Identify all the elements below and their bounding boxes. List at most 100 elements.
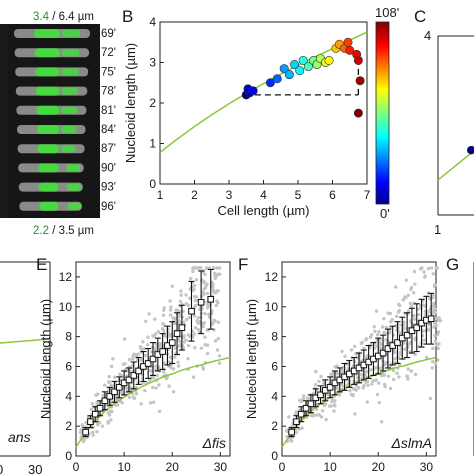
- scatter-point: [194, 295, 199, 299]
- scatter-point: [168, 299, 172, 303]
- bin-mean-marker: [188, 307, 195, 315]
- scatter-point: [420, 266, 424, 270]
- cell-montage: [14, 29, 90, 211]
- panel-b-letter: B: [122, 7, 133, 26]
- scatter-point: [153, 317, 157, 321]
- scatter-point: [432, 301, 436, 306]
- scatter-point: [297, 408, 302, 412]
- panel-e-plot: 0102030024681012Cell length (µm)Nucleoid…: [38, 261, 231, 474]
- scatter-point: [433, 283, 437, 287]
- scatter-point: [127, 357, 132, 362]
- panel-annotation: Δfis: [202, 435, 226, 451]
- scatter-point: [301, 397, 305, 401]
- scatter-point: [203, 311, 207, 316]
- y-tick-label: 2: [149, 96, 156, 110]
- x-tick-label: 4: [260, 188, 267, 202]
- scatter-point: [399, 353, 403, 357]
- scatter-point: [170, 284, 174, 288]
- y-tick-label: 10: [59, 300, 73, 314]
- scatter-point: [397, 302, 401, 307]
- scatter-point: [402, 320, 406, 325]
- data-point: [466, 145, 474, 155]
- panel-d-xtick: 0: [0, 462, 3, 474]
- scatter-point: [196, 316, 200, 320]
- bin-mean-marker: [111, 388, 118, 396]
- scatter-point: [379, 342, 383, 347]
- scatter-point: [412, 317, 417, 321]
- scatter-point: [211, 282, 215, 287]
- scatter-point: [382, 330, 386, 335]
- scatter-point: [195, 319, 199, 323]
- scatter-point: [141, 381, 145, 385]
- scatter-point: [182, 320, 186, 325]
- bin-mean-marker: [288, 428, 295, 436]
- scatter-point: [377, 381, 381, 385]
- scatter-point: [317, 379, 321, 384]
- scatter-point: [436, 332, 440, 337]
- time-label: 93': [101, 182, 116, 194]
- scatter-point: [374, 309, 379, 313]
- time-label: 84': [101, 124, 116, 136]
- scatter-point: [429, 266, 434, 270]
- bin-mean-marker: [135, 367, 142, 375]
- nucleoid-signal: [67, 202, 82, 210]
- scatter-point: [364, 380, 368, 385]
- panel-e-letter: E: [36, 255, 47, 274]
- fit-curve: [75, 356, 231, 448]
- scatter-point: [401, 298, 406, 302]
- nucleoid-signal: [37, 144, 59, 154]
- x-tick-label: 30: [420, 460, 434, 474]
- scatter-point: [366, 383, 370, 387]
- scatter-point: [168, 308, 173, 312]
- scatter-point: [433, 361, 438, 366]
- scatter-point: [409, 369, 414, 373]
- panel-d-fit-curve: [0, 338, 51, 344]
- scatter-point: [139, 358, 144, 362]
- data-point: [248, 86, 258, 96]
- scatter-point: [193, 298, 198, 303]
- scatter-point: [167, 360, 172, 364]
- scatter-point: [90, 430, 95, 435]
- scatter-point: [381, 372, 386, 377]
- scatter-point: [335, 386, 339, 391]
- y-tick-label: 4: [149, 15, 156, 29]
- scatter-point: [103, 383, 107, 387]
- scatter-point: [127, 395, 132, 399]
- scatter-point: [181, 335, 186, 340]
- bin-mean-marker: [197, 298, 205, 306]
- scatter-point: [199, 266, 203, 270]
- scatter-point: [186, 343, 191, 348]
- scatter-point: [132, 396, 137, 401]
- scatter-point: [299, 399, 303, 404]
- scatter-point: [95, 429, 99, 434]
- y-axis-label: Nucleoid length (µm): [244, 299, 259, 419]
- scatter-point: [388, 330, 392, 334]
- bin-mean-marker: [96, 404, 104, 412]
- scatter-point: [372, 324, 376, 329]
- scatter-point: [168, 355, 172, 360]
- scatter-point: [191, 375, 196, 379]
- scatter-point: [215, 289, 220, 293]
- scatter-point: [113, 375, 117, 379]
- scatter-point: [184, 293, 188, 297]
- scatter-point: [161, 313, 166, 317]
- scatter-point: [213, 274, 217, 278]
- scatter-point: [289, 439, 294, 443]
- scatter-point: [171, 367, 176, 371]
- scatter-point: [173, 355, 177, 359]
- scatter-point: [430, 359, 435, 364]
- scatter-point: [162, 329, 166, 333]
- scatter-point: [177, 315, 181, 319]
- scatter-point: [210, 321, 215, 326]
- panel-annotation: ΔslmA: [390, 435, 432, 451]
- scatter-point: [169, 305, 173, 309]
- scatter-point: [179, 289, 183, 293]
- x-tick-label: 1: [157, 188, 164, 202]
- scatter-point: [362, 346, 366, 351]
- x-axis-label: Cell length (µm): [217, 203, 309, 218]
- scatter-point: [176, 364, 181, 368]
- nucleoid-signal: [61, 68, 79, 76]
- scatter-point: [187, 315, 192, 320]
- scatter-point: [335, 364, 339, 368]
